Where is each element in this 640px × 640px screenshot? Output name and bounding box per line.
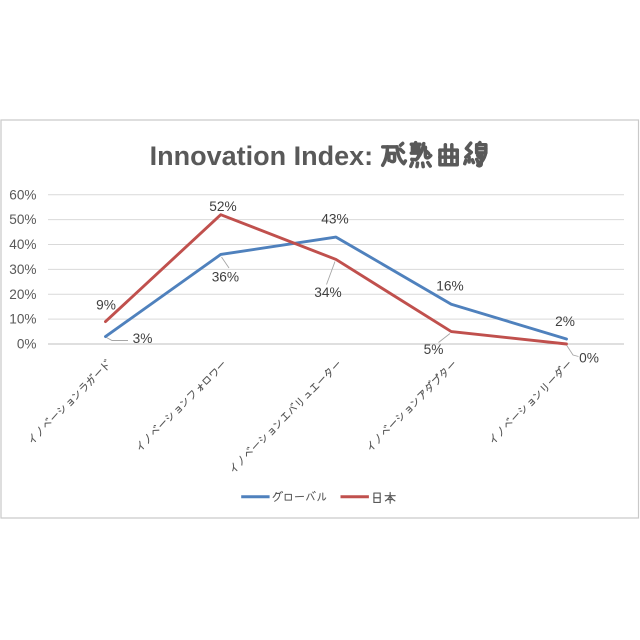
- svg-text:40%: 40%: [9, 237, 36, 252]
- svg-text:0%: 0%: [17, 337, 37, 352]
- svg-text:3%: 3%: [133, 331, 153, 346]
- svg-text:43%: 43%: [321, 212, 348, 227]
- svg-text:9%: 9%: [96, 298, 116, 313]
- svg-text:0%: 0%: [579, 351, 599, 366]
- svg-text:36%: 36%: [212, 269, 239, 284]
- svg-text:5%: 5%: [424, 342, 444, 357]
- svg-text:30%: 30%: [9, 262, 36, 277]
- svg-text:52%: 52%: [209, 199, 236, 214]
- svg-text:16%: 16%: [436, 279, 463, 294]
- svg-text:50%: 50%: [9, 212, 36, 227]
- svg-text:10%: 10%: [9, 312, 36, 327]
- svg-text:34%: 34%: [314, 285, 341, 300]
- svg-text:60%: 60%: [9, 187, 36, 202]
- svg-text:20%: 20%: [9, 287, 36, 302]
- svg-text:Innovation Index:: Innovation Index:: [150, 141, 374, 171]
- svg-text:2%: 2%: [555, 314, 575, 329]
